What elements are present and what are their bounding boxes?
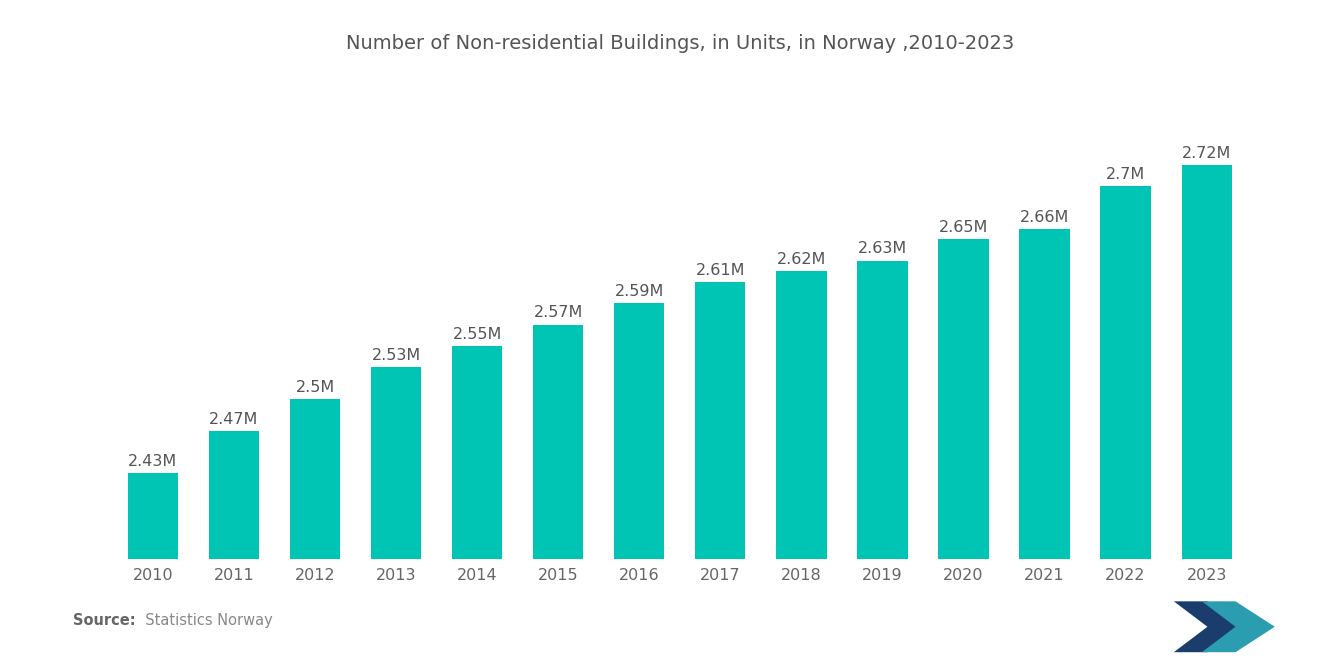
- Text: 2.65M: 2.65M: [939, 220, 989, 235]
- Text: 2.61M: 2.61M: [696, 263, 744, 278]
- Bar: [451, 346, 503, 559]
- Text: Source:: Source:: [73, 613, 135, 628]
- Polygon shape: [1173, 601, 1241, 652]
- Bar: [776, 271, 826, 559]
- Text: 2.55M: 2.55M: [453, 327, 502, 342]
- Text: 2.63M: 2.63M: [858, 241, 907, 257]
- Bar: [1181, 165, 1232, 559]
- Bar: [128, 473, 178, 559]
- Text: Statistics Norway: Statistics Norway: [136, 613, 273, 628]
- Bar: [857, 261, 908, 559]
- Bar: [533, 325, 583, 559]
- Bar: [290, 399, 341, 559]
- Text: 2.59M: 2.59M: [615, 284, 664, 299]
- Text: 2.62M: 2.62M: [776, 252, 826, 267]
- Text: 2.53M: 2.53M: [371, 348, 421, 363]
- Text: 2.5M: 2.5M: [296, 380, 335, 395]
- Polygon shape: [1201, 601, 1275, 652]
- Text: 2.43M: 2.43M: [128, 454, 178, 469]
- Bar: [614, 303, 664, 559]
- Text: 2.47M: 2.47M: [210, 412, 259, 427]
- Bar: [1019, 229, 1069, 559]
- Bar: [696, 282, 746, 559]
- Bar: [939, 239, 989, 559]
- Text: 2.57M: 2.57M: [533, 305, 583, 321]
- Bar: [209, 431, 259, 559]
- Text: 2.72M: 2.72M: [1181, 146, 1232, 161]
- Text: 2.7M: 2.7M: [1106, 167, 1146, 182]
- Bar: [371, 367, 421, 559]
- Title: Number of Non-residential Buildings, in Units, in Norway ,2010-2023: Number of Non-residential Buildings, in …: [346, 34, 1014, 53]
- Text: 2.66M: 2.66M: [1020, 209, 1069, 225]
- Bar: [1101, 186, 1151, 559]
